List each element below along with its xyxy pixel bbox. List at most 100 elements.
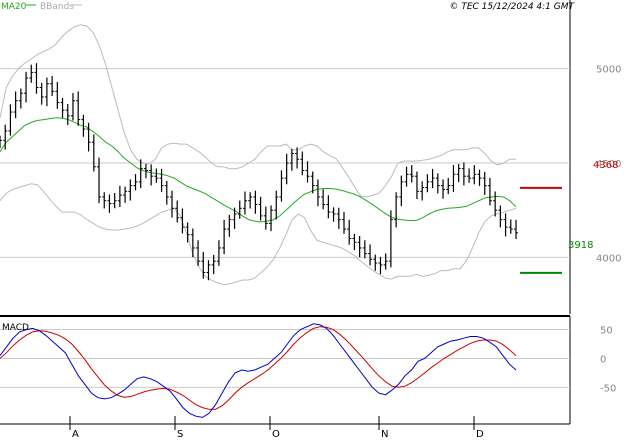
- price-tick-labels: 5000 4500 4000: [596, 65, 621, 265]
- price-gridlines: [0, 68, 570, 258]
- price-bar: [456, 163, 461, 183]
- price-bar: [55, 82, 60, 109]
- macd-lines: [0, 323, 517, 418]
- price-bar: [451, 165, 456, 192]
- price-bar: [138, 159, 143, 189]
- price-bar: [201, 251, 206, 279]
- price-bar: [487, 177, 492, 206]
- price-bar: [310, 171, 315, 194]
- price-bar: [185, 222, 190, 243]
- price-bar: [420, 181, 425, 201]
- price-bars: [0, 63, 518, 281]
- price-bar: [242, 191, 247, 215]
- price-bar: [253, 190, 258, 214]
- ma20-line-group: [0, 117, 517, 223]
- macd-tick-labels: 50 0 -50: [600, 326, 616, 395]
- price-bar: [133, 174, 138, 191]
- price-bar: [274, 190, 279, 220]
- price-bar: [404, 166, 409, 187]
- price-bar: [409, 165, 414, 183]
- price-bar: [44, 77, 49, 107]
- price-bar: [305, 161, 310, 183]
- price-bar: [362, 240, 367, 259]
- price-bar: [81, 114, 86, 137]
- resistance-label: 4368: [593, 160, 618, 171]
- support-resistance-levels: [520, 186, 562, 274]
- price-bar: [394, 192, 399, 228]
- price-bar: [326, 195, 331, 219]
- price-bar: [347, 219, 352, 245]
- price-bar: [107, 194, 112, 213]
- price-bar: [315, 179, 320, 207]
- price-bar: [414, 171, 419, 200]
- price-bar: [435, 173, 440, 194]
- price-bar: [143, 163, 148, 179]
- price-bar: [13, 91, 18, 119]
- price-bar: [112, 193, 117, 209]
- bb-lower-line: [0, 183, 517, 286]
- price-bar: [65, 103, 70, 126]
- price-bar: [39, 82, 44, 105]
- bb-upper-line: [0, 24, 516, 198]
- price-bar: [378, 256, 383, 275]
- macd-signal-line: [0, 326, 517, 410]
- price-bar: [269, 205, 274, 232]
- price-bar: [237, 200, 242, 219]
- macd-tick-label: -50: [600, 383, 616, 394]
- price-bar: [446, 177, 451, 195]
- price-bar: [175, 200, 180, 223]
- price-bar: [295, 147, 300, 169]
- price-bar: [34, 63, 39, 94]
- price-bar: [498, 205, 503, 228]
- price-bar: [289, 148, 294, 171]
- price-bar: [430, 168, 435, 189]
- price-bar: [24, 71, 29, 103]
- price-bar: [248, 192, 253, 209]
- x-tick-label: D: [476, 429, 484, 440]
- price-bar: [222, 219, 227, 255]
- price-bar: [472, 165, 477, 185]
- ma20-line: [0, 117, 517, 223]
- price-bar: [373, 254, 378, 271]
- price-bar: [3, 124, 8, 150]
- price-tick-label: 4500: [596, 159, 621, 170]
- price-bar: [342, 211, 346, 234]
- macd-line: [0, 323, 517, 418]
- price-bar: [8, 104, 13, 136]
- price-bar: [284, 153, 289, 185]
- price-bar: [352, 233, 357, 251]
- bollinger-bands: [0, 24, 517, 286]
- price-bar: [493, 191, 498, 217]
- price-bar: [279, 170, 284, 202]
- price-bar: [227, 214, 232, 237]
- price-bar: [91, 134, 96, 172]
- price-bar: [331, 207, 336, 222]
- macd-tick-label: 50: [600, 326, 613, 337]
- price-bar: [0, 135, 2, 149]
- legend-ma20: MA20: [1, 2, 27, 12]
- macd-gridlines: [0, 329, 570, 388]
- price-bar: [467, 168, 472, 183]
- price-bar: [477, 169, 482, 186]
- price-bar: [76, 91, 81, 126]
- support-label: 3918: [568, 240, 593, 251]
- price-bar: [263, 206, 268, 230]
- x-tick-label: S: [177, 429, 183, 440]
- price-bar: [232, 207, 237, 229]
- price-bar: [170, 190, 174, 218]
- price-bar: [383, 253, 388, 270]
- macd-tick-label: 0: [600, 354, 606, 365]
- legend-bbands: BBands: [40, 2, 74, 12]
- price-bar: [508, 219, 513, 234]
- x-tick-label: O: [272, 429, 280, 440]
- price-bar: [180, 208, 185, 234]
- price-tick-label: 4000: [596, 253, 621, 264]
- price-bar: [102, 192, 107, 209]
- price-bar: [461, 162, 466, 186]
- price-bar: [336, 207, 341, 229]
- price-bar: [164, 180, 169, 205]
- price-tick-label: 5000: [596, 65, 621, 76]
- price-bar: [123, 186, 128, 203]
